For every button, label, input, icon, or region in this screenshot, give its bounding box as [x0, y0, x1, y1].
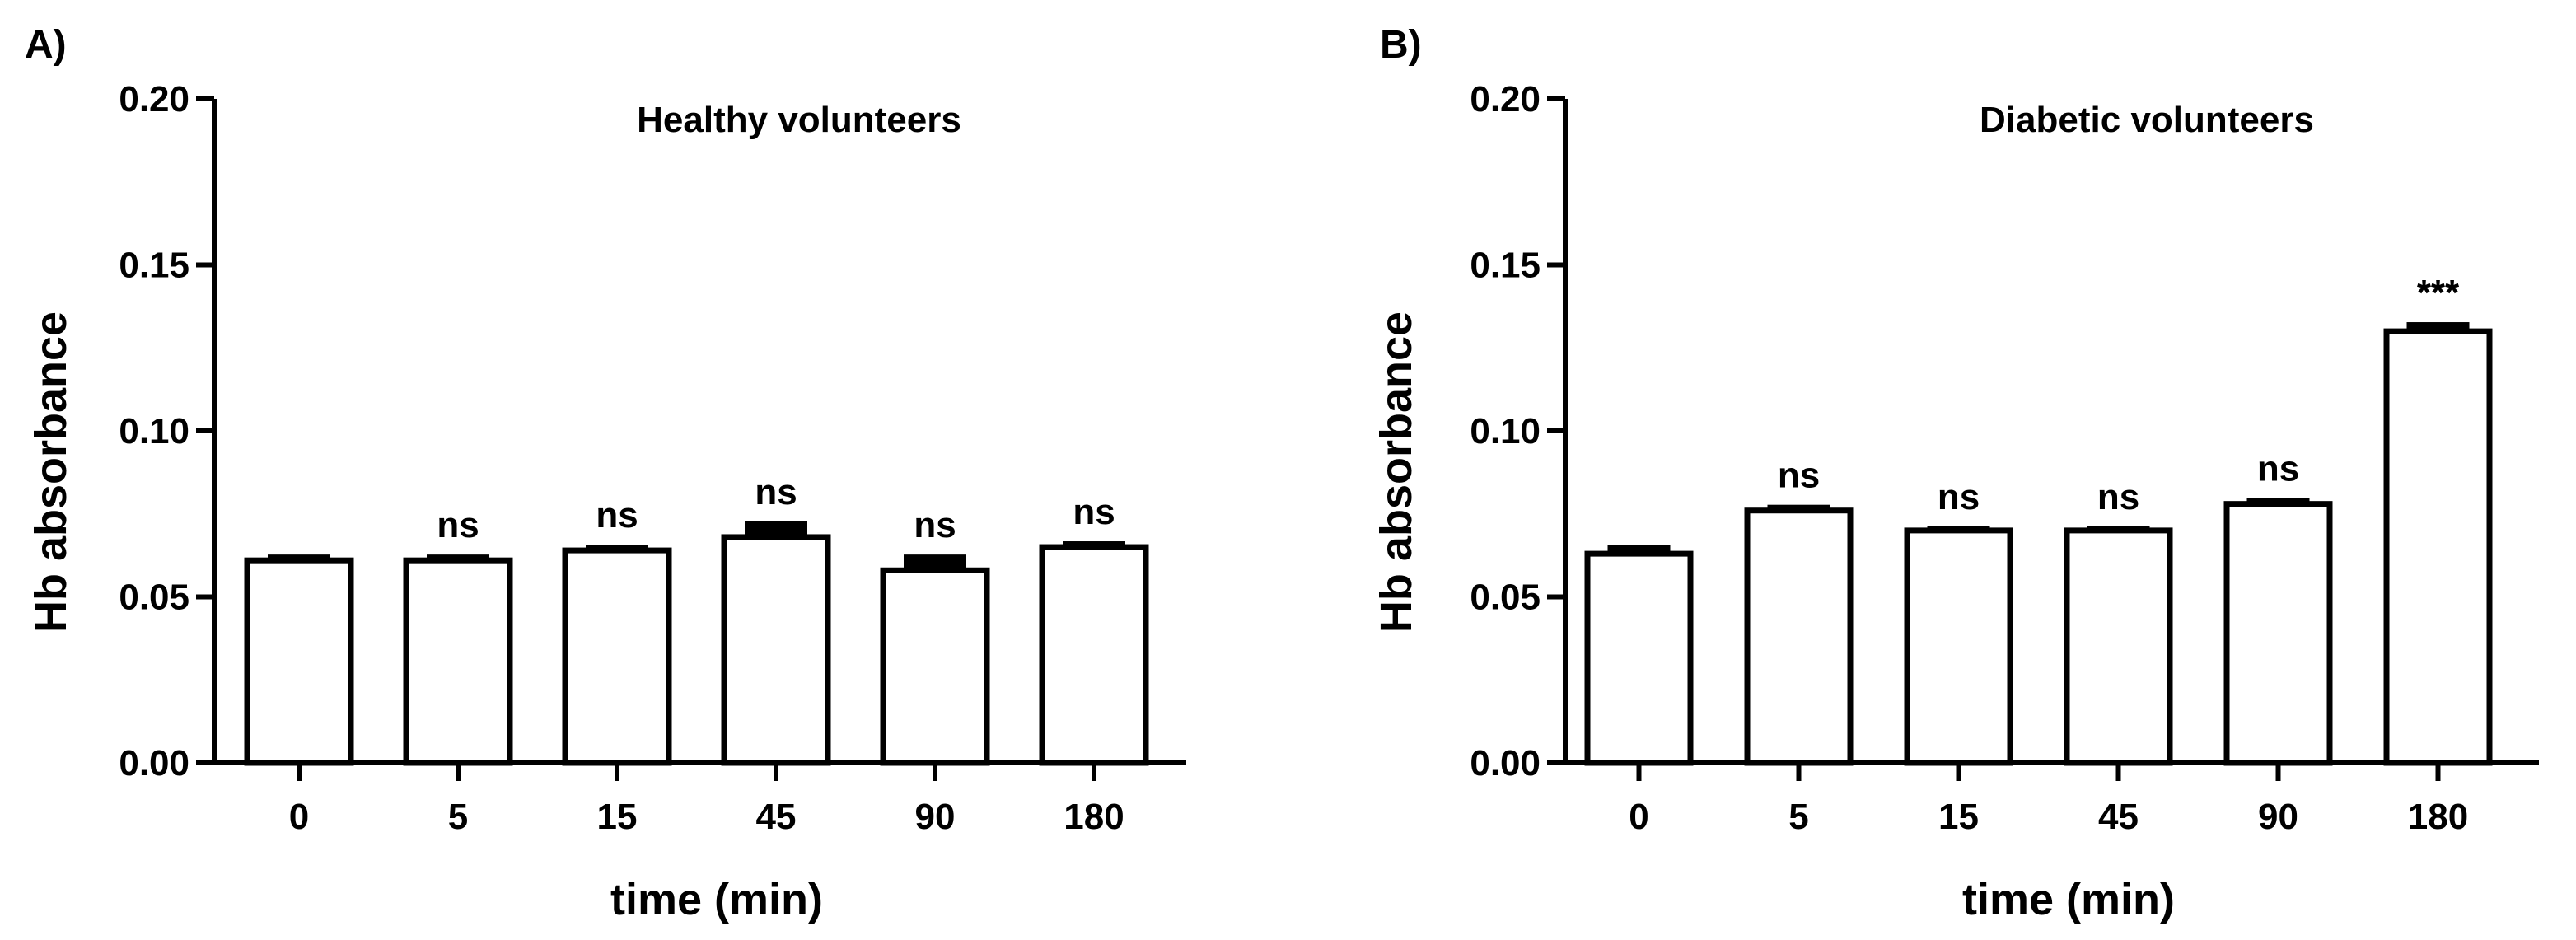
panel-b-diabetic-volunteers: B) Diabetic volunteers 0.00 0.05 0.10 0.15 0.2… [1372, 23, 2539, 924]
error-bar-15 [1927, 526, 1990, 533]
x-axis-title: time (min) [610, 875, 823, 924]
x-tick-label: 5 [448, 797, 468, 837]
x-tick-label: 180 [1064, 797, 1124, 837]
error-bar-45 [745, 521, 807, 540]
significance-label: ns [1938, 477, 1980, 517]
y-axis-title: Hb absorbance [26, 311, 76, 633]
significance-label: ns [437, 505, 479, 545]
y-tick-label: 0.00 [1470, 743, 1540, 783]
x-tick-label: 45 [2098, 797, 2139, 837]
error-bar-0 [268, 554, 330, 564]
bar-5 [1744, 507, 1854, 766]
y-tick-label: 0.10 [1470, 411, 1540, 451]
y-tick-label: 0.00 [119, 743, 189, 783]
bar-0 [244, 557, 354, 766]
error-bar-15 [586, 545, 648, 554]
significance-label: ns [2257, 449, 2299, 489]
significance-label: *** [2417, 273, 2460, 313]
x-tick-label: 0 [1629, 797, 1648, 837]
y-axis-title: Hb absorbance [1372, 311, 1421, 633]
panel-a-healthy-volunteers: A) Healthy volunteers 0.00 0.05 0.10 0.15 0.20… [25, 23, 1186, 924]
panel-label: A) [25, 23, 67, 67]
error-bar-180 [1063, 541, 1125, 550]
y-tick-label: 0.15 [1470, 246, 1540, 286]
bar-45 [721, 534, 831, 766]
x-tick-label: 90 [2258, 797, 2298, 837]
y-tick-label: 0.15 [119, 246, 189, 286]
significance-label: ns [1778, 456, 1820, 496]
bar-15 [562, 547, 672, 766]
x-tick-label: 45 [756, 797, 797, 837]
y-tick-label: 0.05 [119, 578, 189, 618]
x-tick-label: 5 [1788, 797, 1808, 837]
x-axis-title: time (min) [1962, 875, 2175, 924]
significance-label: ns [2097, 477, 2139, 517]
bar-0 [1584, 550, 1694, 766]
bar-180 [2383, 328, 2493, 766]
significance-label: ns [755, 472, 797, 512]
significance-label: ns [596, 495, 638, 535]
significance-label: ns [914, 505, 956, 545]
chart-title: Healthy volunteers [637, 100, 961, 140]
y-tick-label: 0.20 [119, 79, 189, 119]
error-bar-180 [2406, 322, 2470, 334]
y-tick-label: 0.05 [1470, 578, 1540, 618]
x-tick-label: 0 [289, 797, 309, 837]
bar-5 [403, 557, 513, 766]
x-tick-label: 15 [1938, 797, 1979, 837]
chart-title: Diabetic volunteers [1980, 100, 2314, 140]
bar-45 [2064, 527, 2173, 766]
bar-90 [2223, 501, 2333, 766]
x-tick-label: 90 [915, 797, 956, 837]
error-bar-45 [2087, 526, 2150, 533]
y-tick-label: 0.10 [119, 411, 189, 451]
significance-label: ns [1073, 492, 1115, 532]
error-bar-5 [1767, 504, 1830, 513]
panel-label: B) [1380, 23, 1422, 67]
x-tick-label: 15 [597, 797, 638, 837]
y-tick-label: 0.20 [1470, 79, 1540, 119]
x-tick-label: 180 [2408, 797, 2468, 837]
bar-180 [1039, 544, 1149, 766]
error-bar-0 [1607, 545, 1671, 557]
bar-15 [1904, 527, 2013, 766]
error-bar-90 [2246, 498, 2310, 507]
error-bar-90 [904, 554, 966, 573]
bar-90 [880, 567, 990, 766]
error-bar-5 [427, 554, 489, 564]
